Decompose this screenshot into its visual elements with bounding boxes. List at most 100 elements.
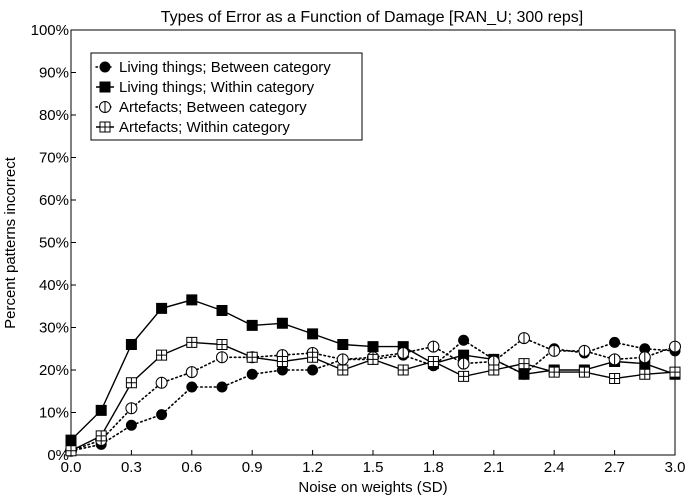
x-tick-label: 2.4 [544,459,565,476]
marker-shape [246,368,258,380]
data-point [216,351,228,364]
y-tick-label: 90% [39,65,69,82]
marker-shape [99,61,111,73]
data-point [638,351,651,364]
data-point [458,334,470,346]
legend-entry: Artefacts; Between category [95,99,307,116]
legend-entry: Artefacts; Within category [96,119,290,136]
data-point [367,353,379,365]
x-tick-label: 0.0 [61,459,82,476]
x-axis-title: Noise on weights (SD) [298,479,447,496]
data-point [216,381,228,393]
legend-marker [99,101,111,113]
data-point [518,358,530,370]
data-point [246,351,258,363]
legend-marker [99,81,111,93]
data-point [397,347,410,359]
data-point [578,344,591,357]
data-point [65,434,77,446]
data-point [125,402,138,415]
data-point [246,319,258,331]
marker-shape [337,339,349,350]
legend: Living things; Between category Living th… [90,52,363,141]
data-point [95,404,107,416]
data-point [216,339,228,350]
data-point [155,376,168,389]
legend-label: Artefacts; Between category [119,99,307,116]
x-tick-label: 2.1 [483,459,504,476]
marker-shape [458,334,470,346]
y-tick-label: 70% [39,150,69,167]
data-point [186,381,198,393]
y-tick-label: 100% [31,22,69,39]
marker-shape [216,381,228,393]
x-tick-label: 1.8 [423,459,444,476]
data-point [125,377,137,389]
data-point [337,339,349,350]
legend-label: Living things; Between category [119,59,331,76]
marker-shape [307,328,319,340]
marker-shape [216,305,228,316]
data-point [185,366,198,379]
marker-shape [156,302,168,314]
x-tick-label: 3.0 [665,459,686,476]
data-point [458,370,470,382]
data-point [488,364,500,376]
legend-label: Living things; Within category [119,79,315,96]
legend-marker [99,61,111,73]
data-point [578,366,590,378]
data-point [186,336,198,348]
data-point [518,368,530,380]
marker-shape [186,381,198,393]
y-tick-label: 10% [39,405,69,422]
y-axis: 0% 10% 20% 30% 40% 50% 60% 70% 80% 90% 100% [31,22,76,464]
data-point [608,353,621,366]
data-point [548,344,561,357]
data-point [337,364,349,376]
y-tick-label: 40% [39,277,69,294]
data-point [367,341,379,353]
data-point [156,302,168,314]
y-tick-label: 80% [39,107,69,124]
data-point [216,305,228,316]
chart-title: Types of Error as a Function of Damage [… [161,9,583,26]
data-point [95,430,107,442]
y-tick-label: 30% [39,320,69,337]
data-point [125,419,137,431]
marker-shape [95,404,107,416]
marker-shape [186,294,198,306]
data-point [246,368,258,380]
legend-label: Artefacts; Within category [119,119,290,136]
marker-shape [518,368,530,380]
series-4 [65,336,681,457]
data-point [669,366,681,378]
x-axis: 0.0 0.3 0.6 0.9 1.2 1.5 1.8 2.1 2.4 2.7 3.0 [61,450,686,476]
data-point [609,336,621,348]
data-point [186,294,198,306]
data-point [669,340,681,353]
marker-shape [125,339,137,350]
x-tick-label: 1.5 [363,459,384,476]
x-tick-label: 0.3 [121,459,142,476]
y-tick-label: 60% [39,192,69,209]
marker-shape [156,409,168,421]
data-point [276,356,288,367]
data-point [336,353,349,366]
data-point [307,364,319,376]
data-point [307,351,319,363]
marker-shape [99,81,111,93]
data-point [397,364,409,376]
data-point [125,339,137,350]
data-point [609,373,621,384]
marker-shape [125,419,137,431]
marker-shape [367,341,379,353]
data-point [427,356,439,367]
data-point [156,409,168,421]
data-point [518,332,530,345]
x-tick-label: 1.2 [302,459,323,476]
data-point [156,349,168,361]
marker-shape [307,364,319,376]
x-tick-label: 2.7 [604,459,625,476]
legend-marker [99,121,111,133]
